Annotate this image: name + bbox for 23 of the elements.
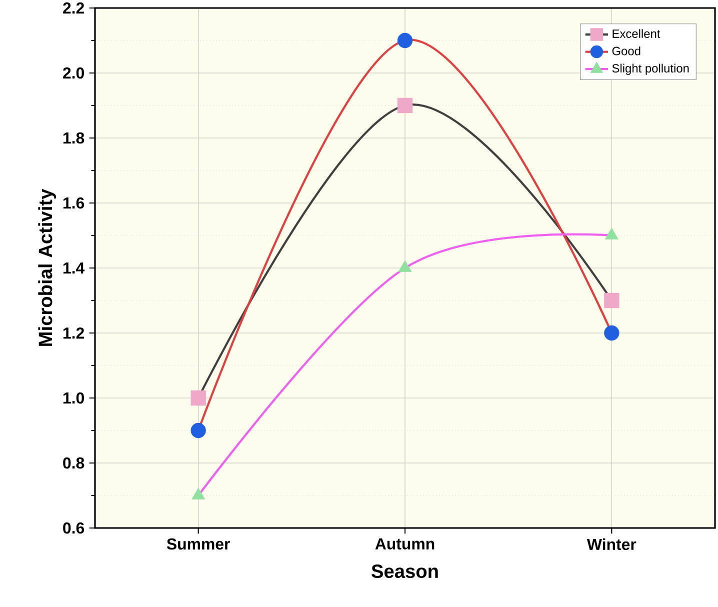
x-tick-label: Autumn xyxy=(375,538,434,550)
y-tick-label: 1.4 xyxy=(63,262,85,274)
x-tick-label: Winter xyxy=(586,538,636,550)
y-tick-label: 1.2 xyxy=(63,327,84,339)
point xyxy=(397,32,413,48)
point xyxy=(190,390,206,406)
point xyxy=(604,325,620,341)
y-tick-label: 0.8 xyxy=(63,457,84,469)
y-tick-label: 1.0 xyxy=(63,392,84,404)
legend-label: Excellent xyxy=(612,29,660,38)
y-tick-label: 1.8 xyxy=(63,132,84,144)
y-tick-label: 2.0 xyxy=(63,67,84,79)
x-axis-title: Season xyxy=(372,564,438,578)
y-tick-label: 1.6 xyxy=(63,197,84,209)
y-axis-title: Microbial Activity xyxy=(38,188,56,346)
point xyxy=(190,422,206,438)
point xyxy=(397,98,413,114)
legend-label: Good xyxy=(612,46,640,56)
x-tick-label: Summer xyxy=(166,538,230,550)
point xyxy=(604,292,620,308)
y-tick-label: 2.2 xyxy=(63,2,84,14)
y-tick-label: 0.6 xyxy=(63,522,84,534)
legend-label: Slight pollution xyxy=(612,64,689,75)
